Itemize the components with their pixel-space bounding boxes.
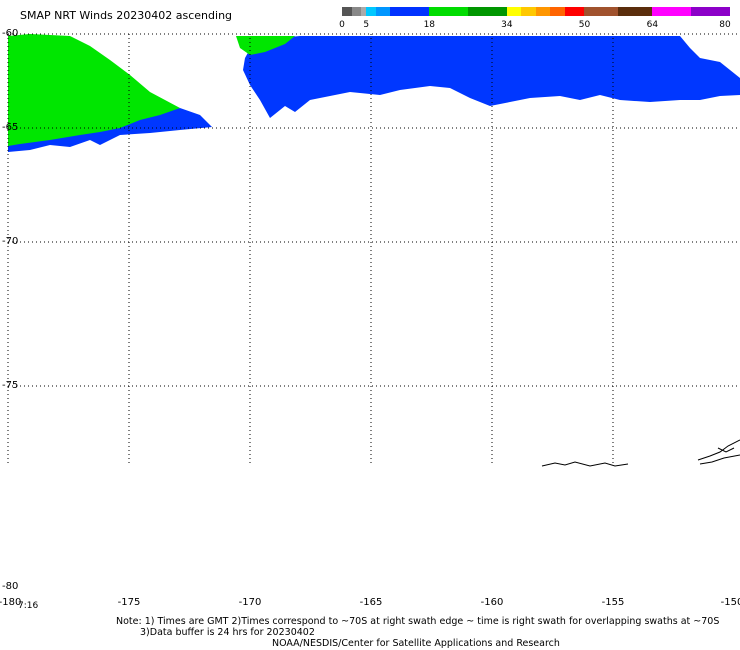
longitude-label: -155 xyxy=(601,597,625,608)
longitude-label: -150 xyxy=(720,597,740,608)
latitude-label: -65 xyxy=(2,122,19,133)
colorbar-segment xyxy=(342,7,352,16)
note-line-3: NOAA/NESDIS/Center for Satellite Applica… xyxy=(272,638,560,649)
note-line-2: 3)Data buffer is 24 hrs for 20230402 xyxy=(140,627,315,638)
wind-swath-strong-right xyxy=(236,36,295,55)
colorbar-segment xyxy=(351,7,362,16)
colorbar-segment xyxy=(429,7,469,16)
colorbar-segment xyxy=(584,7,619,16)
graticule xyxy=(7,33,740,466)
colorbar-segment xyxy=(535,7,551,16)
colorbar-segment xyxy=(550,7,566,16)
time-label: 7:16 xyxy=(18,601,39,611)
colorbar-segment xyxy=(361,7,367,16)
colorbar-tick-label: 18 xyxy=(423,20,436,30)
colorbar-tick-label: 34 xyxy=(501,20,513,30)
colorbar-tick-label: 5 xyxy=(363,20,370,30)
longitude-label: -170 xyxy=(238,597,262,608)
note-line-1: Note: 1) Times are GMT 2)Times correspon… xyxy=(116,616,720,627)
antarctica-coastline xyxy=(541,439,740,467)
colorbar-tick-label: 80 xyxy=(719,20,731,30)
colorbar-tick-label: 0 xyxy=(339,20,345,30)
colorbar-segment xyxy=(366,7,376,16)
longitude-label: -175 xyxy=(117,597,141,608)
latitude-label: -70 xyxy=(2,236,19,247)
colorbar-segment xyxy=(565,7,585,16)
colorbar-segment xyxy=(468,7,507,16)
wind-speed-colorbar xyxy=(342,7,730,16)
longitude-label: -180 xyxy=(0,597,22,608)
colorbar-segment xyxy=(506,7,522,16)
colorbar-segment xyxy=(375,7,391,16)
wind-swath-moderate-right xyxy=(243,36,740,118)
latitude-label: -75 xyxy=(2,380,19,391)
colorbar-segment xyxy=(618,7,653,16)
colorbar-segment xyxy=(691,7,730,16)
colorbar-tick-label: 50 xyxy=(578,20,591,30)
longitude-label: -165 xyxy=(359,597,383,608)
longitude-label: -160 xyxy=(480,597,504,608)
chart-title: SMAP NRT Winds 20230402 ascending xyxy=(20,9,233,22)
colorbar-segment xyxy=(390,7,430,16)
colorbar-segment xyxy=(652,7,692,16)
latitude-label: -60 xyxy=(2,28,19,39)
colorbar-segment xyxy=(521,7,536,16)
colorbar-tick-label: 64 xyxy=(646,20,659,30)
latitude-label: -80 xyxy=(2,581,19,592)
wind-swath-strong-left xyxy=(8,34,180,146)
